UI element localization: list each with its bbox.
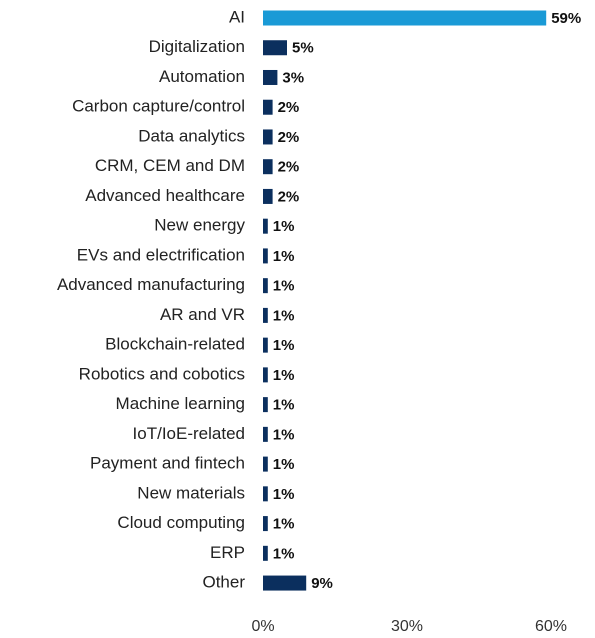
- bar: [263, 248, 268, 264]
- bar: [263, 545, 268, 561]
- value-label: 59%: [551, 10, 581, 27]
- value-label: 1%: [273, 545, 295, 562]
- category-label: Carbon capture/control: [72, 97, 245, 116]
- value-label: 1%: [273, 397, 295, 414]
- category-label: New materials: [137, 483, 245, 502]
- value-label: 1%: [273, 278, 295, 295]
- value-label: 3%: [282, 69, 304, 86]
- category-label: Other: [202, 573, 245, 592]
- value-label: 2%: [278, 129, 300, 146]
- bar: [263, 456, 268, 472]
- bar: [263, 69, 278, 85]
- bar: [263, 159, 273, 175]
- value-label: 2%: [278, 159, 300, 176]
- bar: [263, 397, 268, 413]
- category-label: Advanced healthcare: [85, 186, 245, 205]
- bar: [263, 10, 547, 26]
- category-label: CRM, CEM and DM: [95, 156, 245, 175]
- bar: [263, 129, 273, 145]
- bar: [263, 367, 268, 383]
- category-label: Data analytics: [138, 126, 245, 145]
- x-tick-label: 60%: [535, 618, 567, 635]
- category-label: AR and VR: [160, 305, 245, 324]
- value-label: 2%: [278, 188, 300, 205]
- category-label: Automation: [159, 67, 245, 86]
- bar: [263, 575, 307, 591]
- value-label: 1%: [273, 456, 295, 473]
- bar: [263, 40, 287, 56]
- category-label: Cloud computing: [117, 513, 245, 532]
- bar: [263, 486, 268, 502]
- category-label: New energy: [154, 216, 245, 235]
- bar: [263, 516, 268, 532]
- bar: [263, 337, 268, 353]
- category-label: AI: [229, 7, 245, 26]
- bar: [263, 188, 273, 204]
- value-label: 1%: [273, 516, 295, 533]
- x-tick-label: 0%: [251, 618, 274, 635]
- value-label: 2%: [278, 99, 300, 116]
- value-label: 9%: [311, 575, 333, 592]
- value-label: 1%: [273, 426, 295, 443]
- value-label: 1%: [273, 486, 295, 503]
- category-label: IoT/IoE-related: [133, 424, 245, 443]
- value-label: 1%: [273, 307, 295, 324]
- category-label: Advanced manufacturing: [57, 275, 245, 294]
- x-tick-label: 30%: [391, 618, 423, 635]
- category-label: Blockchain-related: [105, 335, 245, 354]
- bar: [263, 278, 268, 294]
- bar: [263, 218, 268, 234]
- bar: [263, 307, 268, 323]
- category-label: ERP: [210, 543, 245, 562]
- value-label: 1%: [273, 337, 295, 354]
- category-label: Digitalization: [149, 37, 245, 56]
- bar: [263, 99, 273, 115]
- category-label: Payment and fintech: [90, 454, 245, 473]
- category-label: Robotics and cobotics: [79, 364, 245, 383]
- value-label: 1%: [273, 248, 295, 265]
- category-label: EVs and electrification: [77, 245, 245, 264]
- bar: [263, 426, 268, 442]
- value-label: 5%: [292, 40, 314, 57]
- value-label: 1%: [273, 367, 295, 384]
- value-label: 1%: [273, 218, 295, 235]
- category-label: Machine learning: [116, 394, 245, 413]
